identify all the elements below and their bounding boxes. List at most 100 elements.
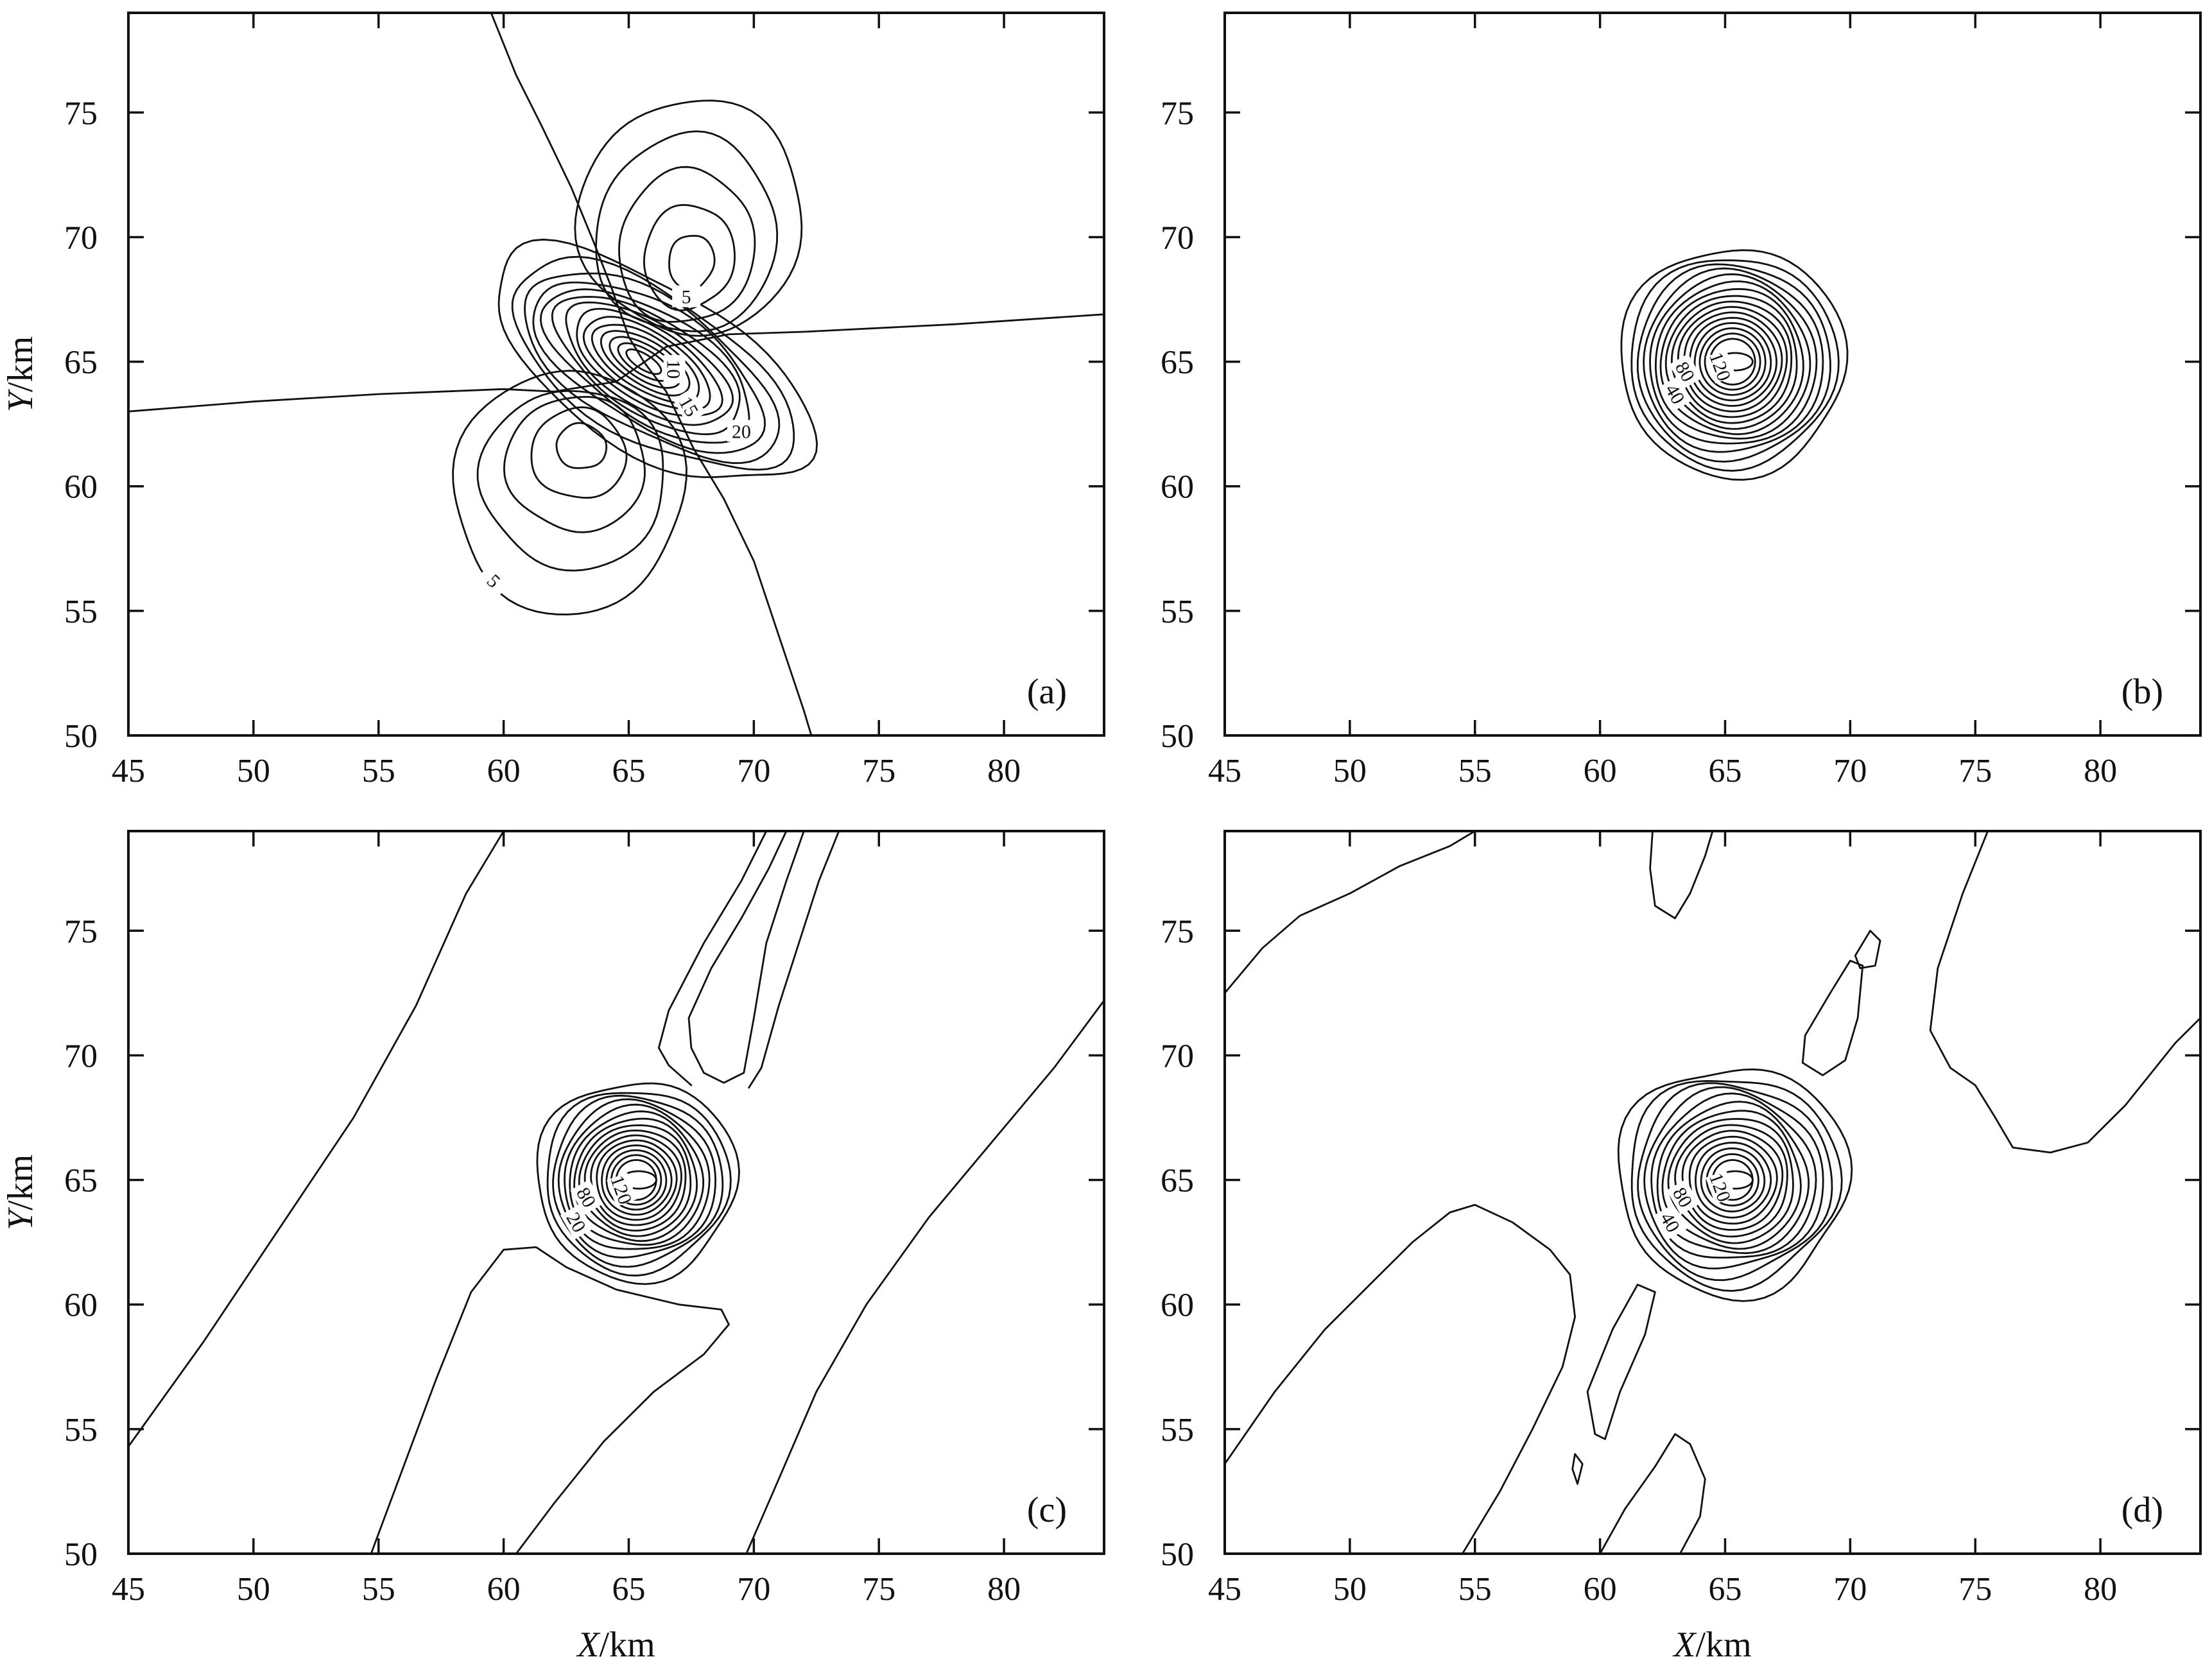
x-tick-label: 50	[237, 753, 270, 789]
y-tick-label: 60	[64, 1287, 98, 1324]
x-tick-label: 55	[362, 1571, 395, 1608]
panel-label: (a)	[1027, 672, 1067, 712]
contour-line	[618, 166, 756, 323]
contour-line	[574, 99, 803, 337]
y-tick-label: 70	[64, 1038, 98, 1074]
contour-line	[497, 238, 818, 478]
contour-line	[605, 1149, 668, 1211]
contour-line	[601, 1144, 673, 1216]
contour-line	[643, 204, 736, 311]
contour-line	[557, 1098, 716, 1258]
contour-line	[1854, 929, 1881, 969]
y-tick-label: 65	[1161, 1163, 1194, 1199]
contour-line	[536, 1082, 740, 1285]
x-tick-label: 50	[1333, 753, 1367, 789]
contour-line	[476, 390, 664, 572]
y-tick-label: 55	[64, 594, 98, 630]
y-tick-label: 50	[1161, 718, 1194, 755]
y-tick-label: 55	[1161, 594, 1194, 630]
x-tick-label: 75	[1958, 1571, 1992, 1608]
x-tick-label: 45	[112, 753, 145, 789]
zero-contour	[128, 313, 1104, 413]
contour-line	[745, 999, 1104, 1554]
y-tick-label: 50	[64, 1536, 98, 1573]
zero-contour	[490, 13, 813, 735]
y-tick-label: 70	[64, 219, 98, 256]
contour-line	[1689, 316, 1777, 407]
contour-line	[596, 1139, 678, 1221]
y-tick-label: 60	[1161, 469, 1194, 506]
contour-line	[555, 422, 608, 469]
x-tick-label: 45	[1208, 753, 1241, 789]
contour-line	[583, 1130, 687, 1232]
contour-label: 120	[606, 1173, 635, 1208]
x-tick-label: 70	[1833, 1571, 1867, 1608]
contour-line	[1695, 1142, 1772, 1219]
contour-line	[511, 255, 795, 471]
x-tick-label: 65	[612, 753, 645, 789]
contour-line	[530, 406, 628, 499]
contour-line	[1698, 327, 1767, 396]
contour-line	[617, 342, 671, 382]
contour-line	[573, 1117, 698, 1242]
x-axis-title: X/km	[576, 1625, 655, 1665]
contour-line	[1656, 1101, 1810, 1255]
contour-line	[668, 235, 716, 291]
y-tick-label: 50	[1161, 1536, 1194, 1573]
contour-line	[1586, 1284, 1656, 1440]
y-axis-title: Y/km	[1, 336, 40, 412]
contour-line	[1630, 259, 1840, 472]
contour-line	[1700, 1147, 1766, 1213]
y-tick-label: 60	[1161, 1287, 1194, 1324]
contour-line	[551, 296, 741, 436]
x-tick-label: 50	[1333, 1571, 1367, 1608]
contour-line	[1571, 1453, 1584, 1485]
x-tick-label: 60	[1584, 1571, 1617, 1608]
contour-line	[1688, 1135, 1778, 1225]
contour-line	[1671, 300, 1793, 424]
x-tick-label: 45	[1208, 1571, 1241, 1608]
contour-label: 10	[663, 359, 684, 379]
x-tick-label: 65	[1708, 753, 1741, 789]
contour-line	[1801, 959, 1864, 1076]
contour-line	[1643, 1086, 1824, 1269]
x-tick-label: 55	[1458, 753, 1492, 789]
plot-frame	[1223, 12, 2202, 737]
contour-line	[1650, 1092, 1817, 1258]
plot-frame	[127, 830, 1105, 1555]
contour-line	[1649, 273, 1818, 445]
contour-line	[1929, 831, 2200, 1154]
contour-line	[532, 281, 766, 454]
contour-line	[1599, 1433, 1706, 1554]
contour-label: 20	[732, 421, 751, 442]
x-tick-label: 75	[1958, 753, 1992, 789]
contour-line	[687, 831, 805, 1084]
y-tick-label: 75	[1161, 913, 1194, 950]
contour-line	[565, 301, 734, 426]
contour-line	[1661, 1110, 1802, 1250]
x-axis-title: X/km	[1672, 1625, 1751, 1665]
contour-line	[539, 288, 750, 444]
contour-line	[524, 272, 781, 464]
x-tick-label: 70	[1833, 753, 1867, 789]
contour-line	[370, 1246, 730, 1554]
contour-line	[748, 831, 840, 1089]
plot-frame	[127, 12, 1105, 737]
x-tick-label: 70	[737, 753, 770, 789]
panel-label: (b)	[2121, 672, 2163, 712]
x-tick-label: 55	[362, 753, 395, 789]
contour-line	[1617, 1068, 1853, 1302]
contour-line	[1667, 1118, 1794, 1244]
contour-line	[1620, 249, 1849, 481]
contour-line	[1225, 1204, 1576, 1554]
contour-line	[1704, 332, 1761, 391]
x-tick-label: 80	[987, 753, 1021, 789]
contour-line	[625, 348, 662, 375]
contour-line	[564, 1103, 711, 1250]
x-tick-label: 70	[737, 1571, 770, 1608]
